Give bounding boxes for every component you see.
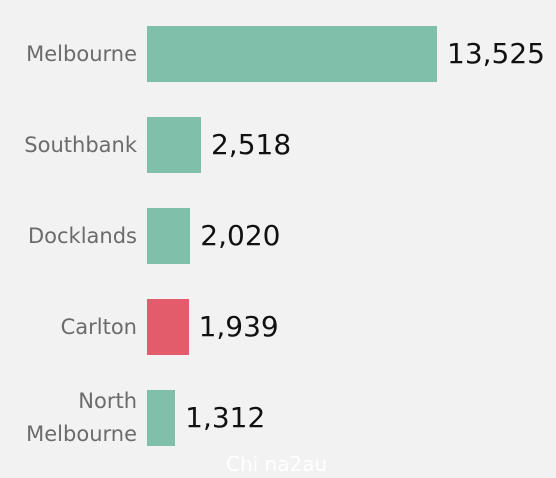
value-label: 2,518 xyxy=(210,128,292,161)
category-label: Melbourne xyxy=(26,41,137,66)
bar xyxy=(147,26,437,82)
category-label: Carlton xyxy=(60,314,137,339)
value-label: 1,312 xyxy=(185,401,266,434)
category-label: North Melbourne xyxy=(26,389,137,446)
category-label: Docklands xyxy=(27,223,137,248)
watermark: Chi na2au xyxy=(226,452,328,476)
bar xyxy=(147,117,201,173)
bar xyxy=(147,390,176,446)
value-label: 13,525 xyxy=(447,37,545,70)
bar xyxy=(147,299,189,355)
category-label: Southbank xyxy=(24,132,137,157)
bar xyxy=(147,208,191,264)
value-label: 2,020 xyxy=(200,219,281,252)
value-label: 1,939 xyxy=(198,310,279,343)
